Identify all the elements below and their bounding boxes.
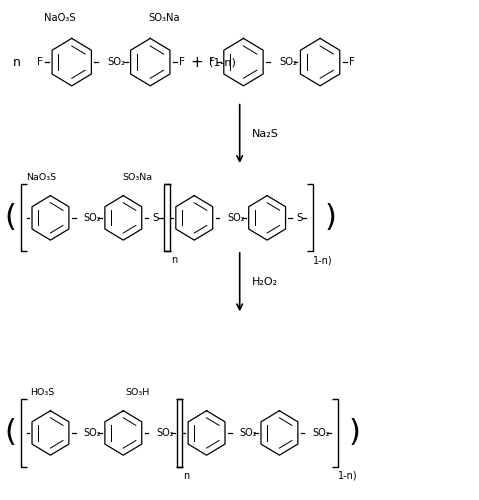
Text: 1-n): 1-n) xyxy=(338,470,357,480)
Text: SO₂: SO₂ xyxy=(107,57,125,67)
Text: SO₂: SO₂ xyxy=(83,213,101,223)
Text: F: F xyxy=(179,57,185,67)
Text: SO₂: SO₂ xyxy=(240,428,257,438)
Text: SO₂: SO₂ xyxy=(228,213,245,223)
Text: NaO₃S: NaO₃S xyxy=(44,12,76,22)
Text: ): ) xyxy=(349,418,361,448)
Text: H₂O₂: H₂O₂ xyxy=(251,277,278,287)
Text: n: n xyxy=(171,256,177,266)
Text: NaO₃S: NaO₃S xyxy=(26,173,56,182)
Text: F: F xyxy=(37,57,43,67)
Text: (: ( xyxy=(4,418,16,448)
Text: HO₃S: HO₃S xyxy=(30,388,54,397)
Text: n: n xyxy=(183,470,190,480)
Text: +: + xyxy=(191,54,204,70)
Text: ): ) xyxy=(324,204,336,233)
Text: Na₂S: Na₂S xyxy=(251,129,278,139)
Text: (1-n): (1-n) xyxy=(209,57,236,67)
Text: F: F xyxy=(349,57,355,67)
Text: F: F xyxy=(209,57,215,67)
Text: 1-n): 1-n) xyxy=(313,256,332,266)
Text: SO₃Na: SO₃Na xyxy=(123,173,153,182)
Text: SO₃Na: SO₃Na xyxy=(148,12,180,22)
Text: n: n xyxy=(12,56,21,68)
Text: SO₂: SO₂ xyxy=(157,428,174,438)
Text: SO₂: SO₂ xyxy=(312,428,330,438)
Text: SO₂: SO₂ xyxy=(83,428,101,438)
Text: SO₃H: SO₃H xyxy=(125,388,149,397)
Text: S: S xyxy=(152,213,159,223)
Text: S: S xyxy=(296,213,303,223)
Text: (: ( xyxy=(4,204,16,233)
Text: SO₂: SO₂ xyxy=(279,57,297,67)
